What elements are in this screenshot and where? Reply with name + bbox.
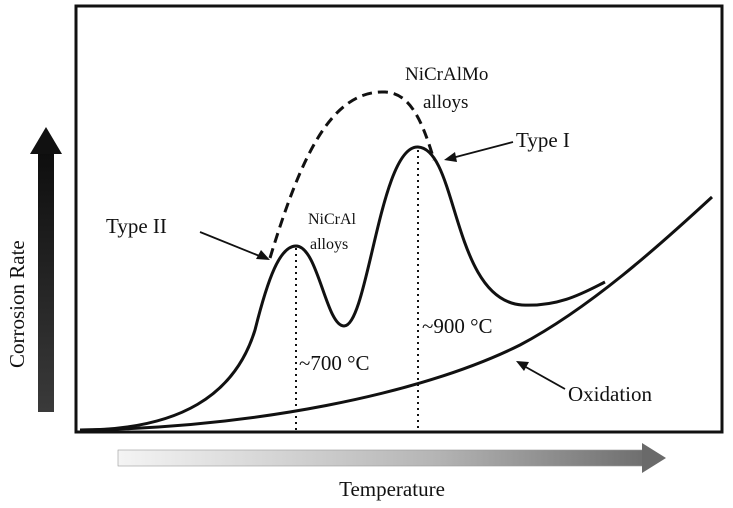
type2-label: Type II bbox=[106, 214, 167, 238]
oxidation-label: Oxidation bbox=[568, 382, 652, 406]
nicralmo-curve bbox=[268, 90, 436, 259]
plot-frame bbox=[74, 4, 724, 434]
type2-arrow bbox=[199, 231, 270, 260]
y-axis-title: Corrosion Rate bbox=[5, 240, 29, 368]
x-axis-arrow bbox=[117, 443, 666, 473]
nicral-label-1: NiCrAl bbox=[308, 211, 357, 228]
nicralmo-label-2: alloys bbox=[423, 92, 468, 113]
temp-700-label: ~700 °C bbox=[299, 351, 370, 375]
nicral-label-2: alloys bbox=[310, 236, 348, 253]
y-axis-arrow bbox=[30, 127, 62, 412]
type1-arrow bbox=[444, 141, 514, 162]
nicralmo-label-1: NiCrAlMo bbox=[405, 64, 488, 85]
oxidation-curve bbox=[79, 195, 714, 432]
temp-900-label: ~900 °C bbox=[422, 314, 493, 338]
x-axis-title: Temperature bbox=[339, 477, 445, 501]
type1-label: Type I bbox=[516, 128, 570, 152]
oxidation-arrow bbox=[516, 361, 566, 390]
nicral-curve bbox=[79, 145, 606, 432]
